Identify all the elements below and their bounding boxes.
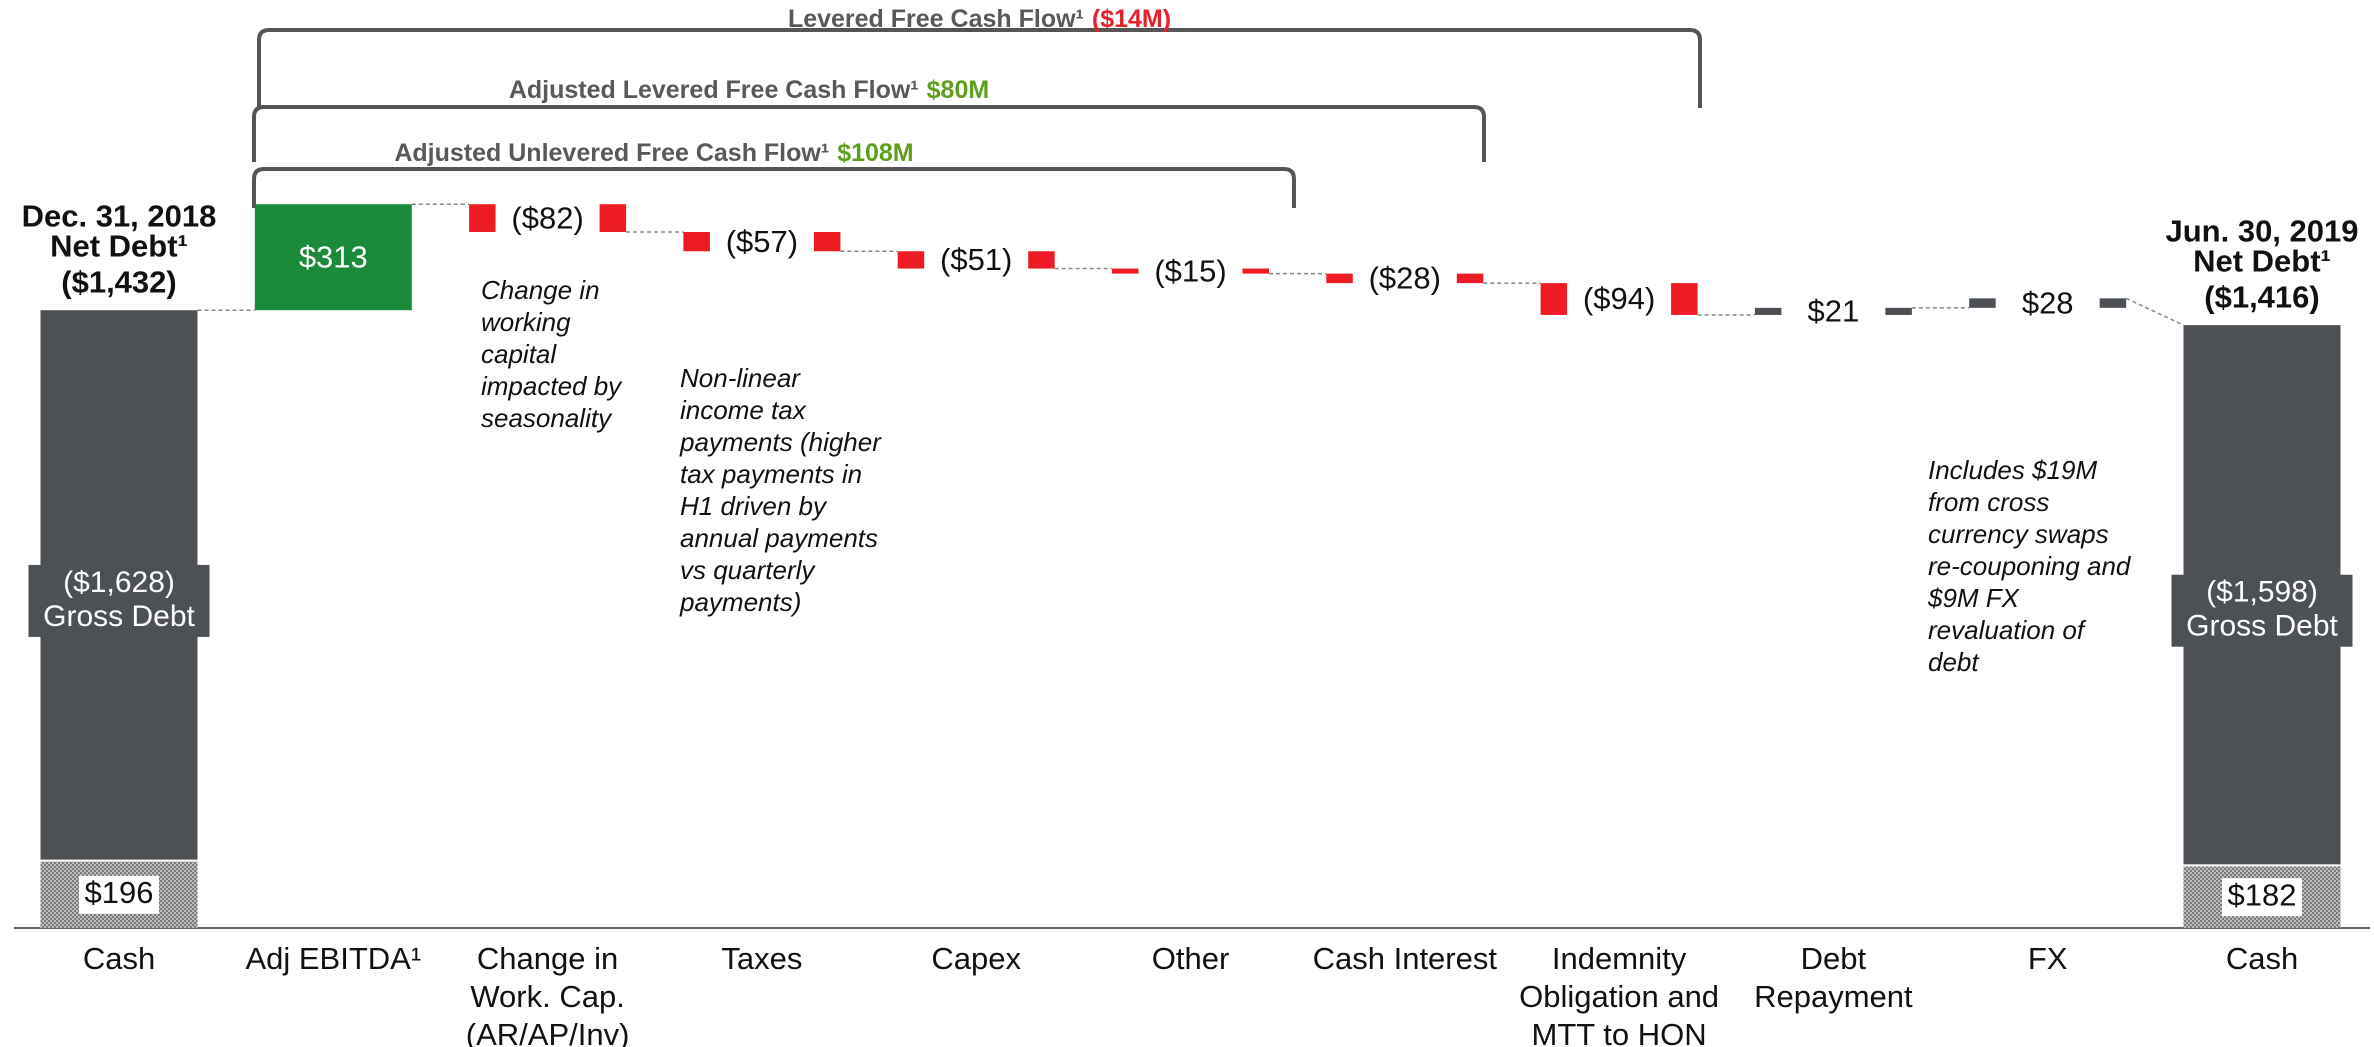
cash-label: $182 — [2228, 877, 2297, 912]
gross-label-bg — [2171, 574, 2353, 647]
bracket-name: Adjusted Unlevered Free Cash Flow¹ — [394, 139, 829, 167]
gross-debt-name: Gross Debt — [2186, 610, 2338, 643]
category-label: Cash Interest — [1312, 941, 1497, 976]
category-label: Debt Repayment — [1754, 941, 1913, 1014]
category-label: Cash — [2225, 941, 2299, 976]
cash-label-bg — [79, 875, 159, 914]
step-label: ($51) — [940, 242, 1012, 277]
connector — [2125, 297, 2184, 326]
bracket-label: Levered Free Cash Flow¹ ($14M) — [788, 5, 1171, 33]
step-label: ($82) — [511, 200, 583, 235]
bracket-name: Levered Free Cash Flow¹ — [788, 5, 1084, 33]
annotation: Non-linear income tax payments (higher t… — [680, 363, 881, 617]
cash-label-bg — [2222, 878, 2302, 917]
gross-debt-value: ($1,598) — [2206, 576, 2318, 609]
step-label-bg — [1352, 259, 1457, 298]
annotation: Change in working capital impacted by se… — [481, 275, 622, 433]
bracket-label: Adjusted Unlevered Free Cash Flow¹ $108M — [394, 139, 913, 167]
step-label-bg — [1781, 292, 1886, 331]
category-label: Indemnity Obligation and MTT to HON — [1519, 941, 1720, 1047]
bracket-name: Adjusted Levered Free Cash Flow¹ — [509, 76, 919, 104]
category-label: Capex — [931, 941, 1021, 976]
step-label: ($28) — [1369, 261, 1441, 296]
bracket — [257, 28, 1702, 108]
step-label-bg — [924, 240, 1029, 279]
net-debt-value: ($1,416) — [2204, 279, 2319, 314]
step-bar — [254, 204, 412, 311]
bracket-label: Adjusted Levered Free Cash Flow¹ $80M — [509, 76, 989, 104]
step-label: ($57) — [726, 224, 798, 259]
bracket-amount: $80M — [927, 76, 990, 104]
net-date: Dec. 31, 2018 — [22, 198, 217, 233]
step-label: $28 — [2022, 285, 2074, 320]
step-label: ($15) — [1154, 253, 1226, 288]
bracket — [252, 167, 1296, 208]
step-label: $21 — [1808, 294, 1860, 329]
gross-debt-value: ($1,628) — [63, 566, 175, 599]
annotation: Includes $19M from cross currency swaps … — [1928, 455, 2131, 677]
net-date: Jun. 30, 2019 — [2165, 213, 2358, 248]
step-label-bg — [495, 199, 600, 238]
step-label-bg — [1567, 280, 1672, 319]
step-label: $313 — [299, 239, 368, 274]
gross-label-bg — [28, 564, 210, 637]
bracket — [252, 105, 1486, 162]
gross-debt-name: Gross Debt — [43, 600, 195, 633]
bracket-amount: ($14M) — [1092, 5, 1171, 33]
net-debt-value: ($1,432) — [61, 264, 176, 299]
category-label: Adj EBITDA¹ — [245, 941, 422, 976]
category-label: FX — [2027, 941, 2068, 976]
step-label-bg — [1138, 252, 1243, 291]
category-label: Change in Work. Cap. (AR/AP/Inv) — [465, 941, 630, 1047]
category-label: Taxes — [721, 941, 803, 976]
bracket-amount: $108M — [837, 139, 913, 167]
step-label-bg — [1995, 284, 2100, 323]
category-label: Other — [1151, 941, 1230, 976]
step-label-bg — [709, 222, 814, 261]
net-debt-name: Net Debt¹ — [50, 228, 188, 263]
step-label: ($94) — [1583, 281, 1655, 316]
net-debt-name: Net Debt¹ — [2193, 243, 2331, 278]
cash-label: $196 — [85, 875, 154, 910]
category-label: Cash — [82, 941, 156, 976]
